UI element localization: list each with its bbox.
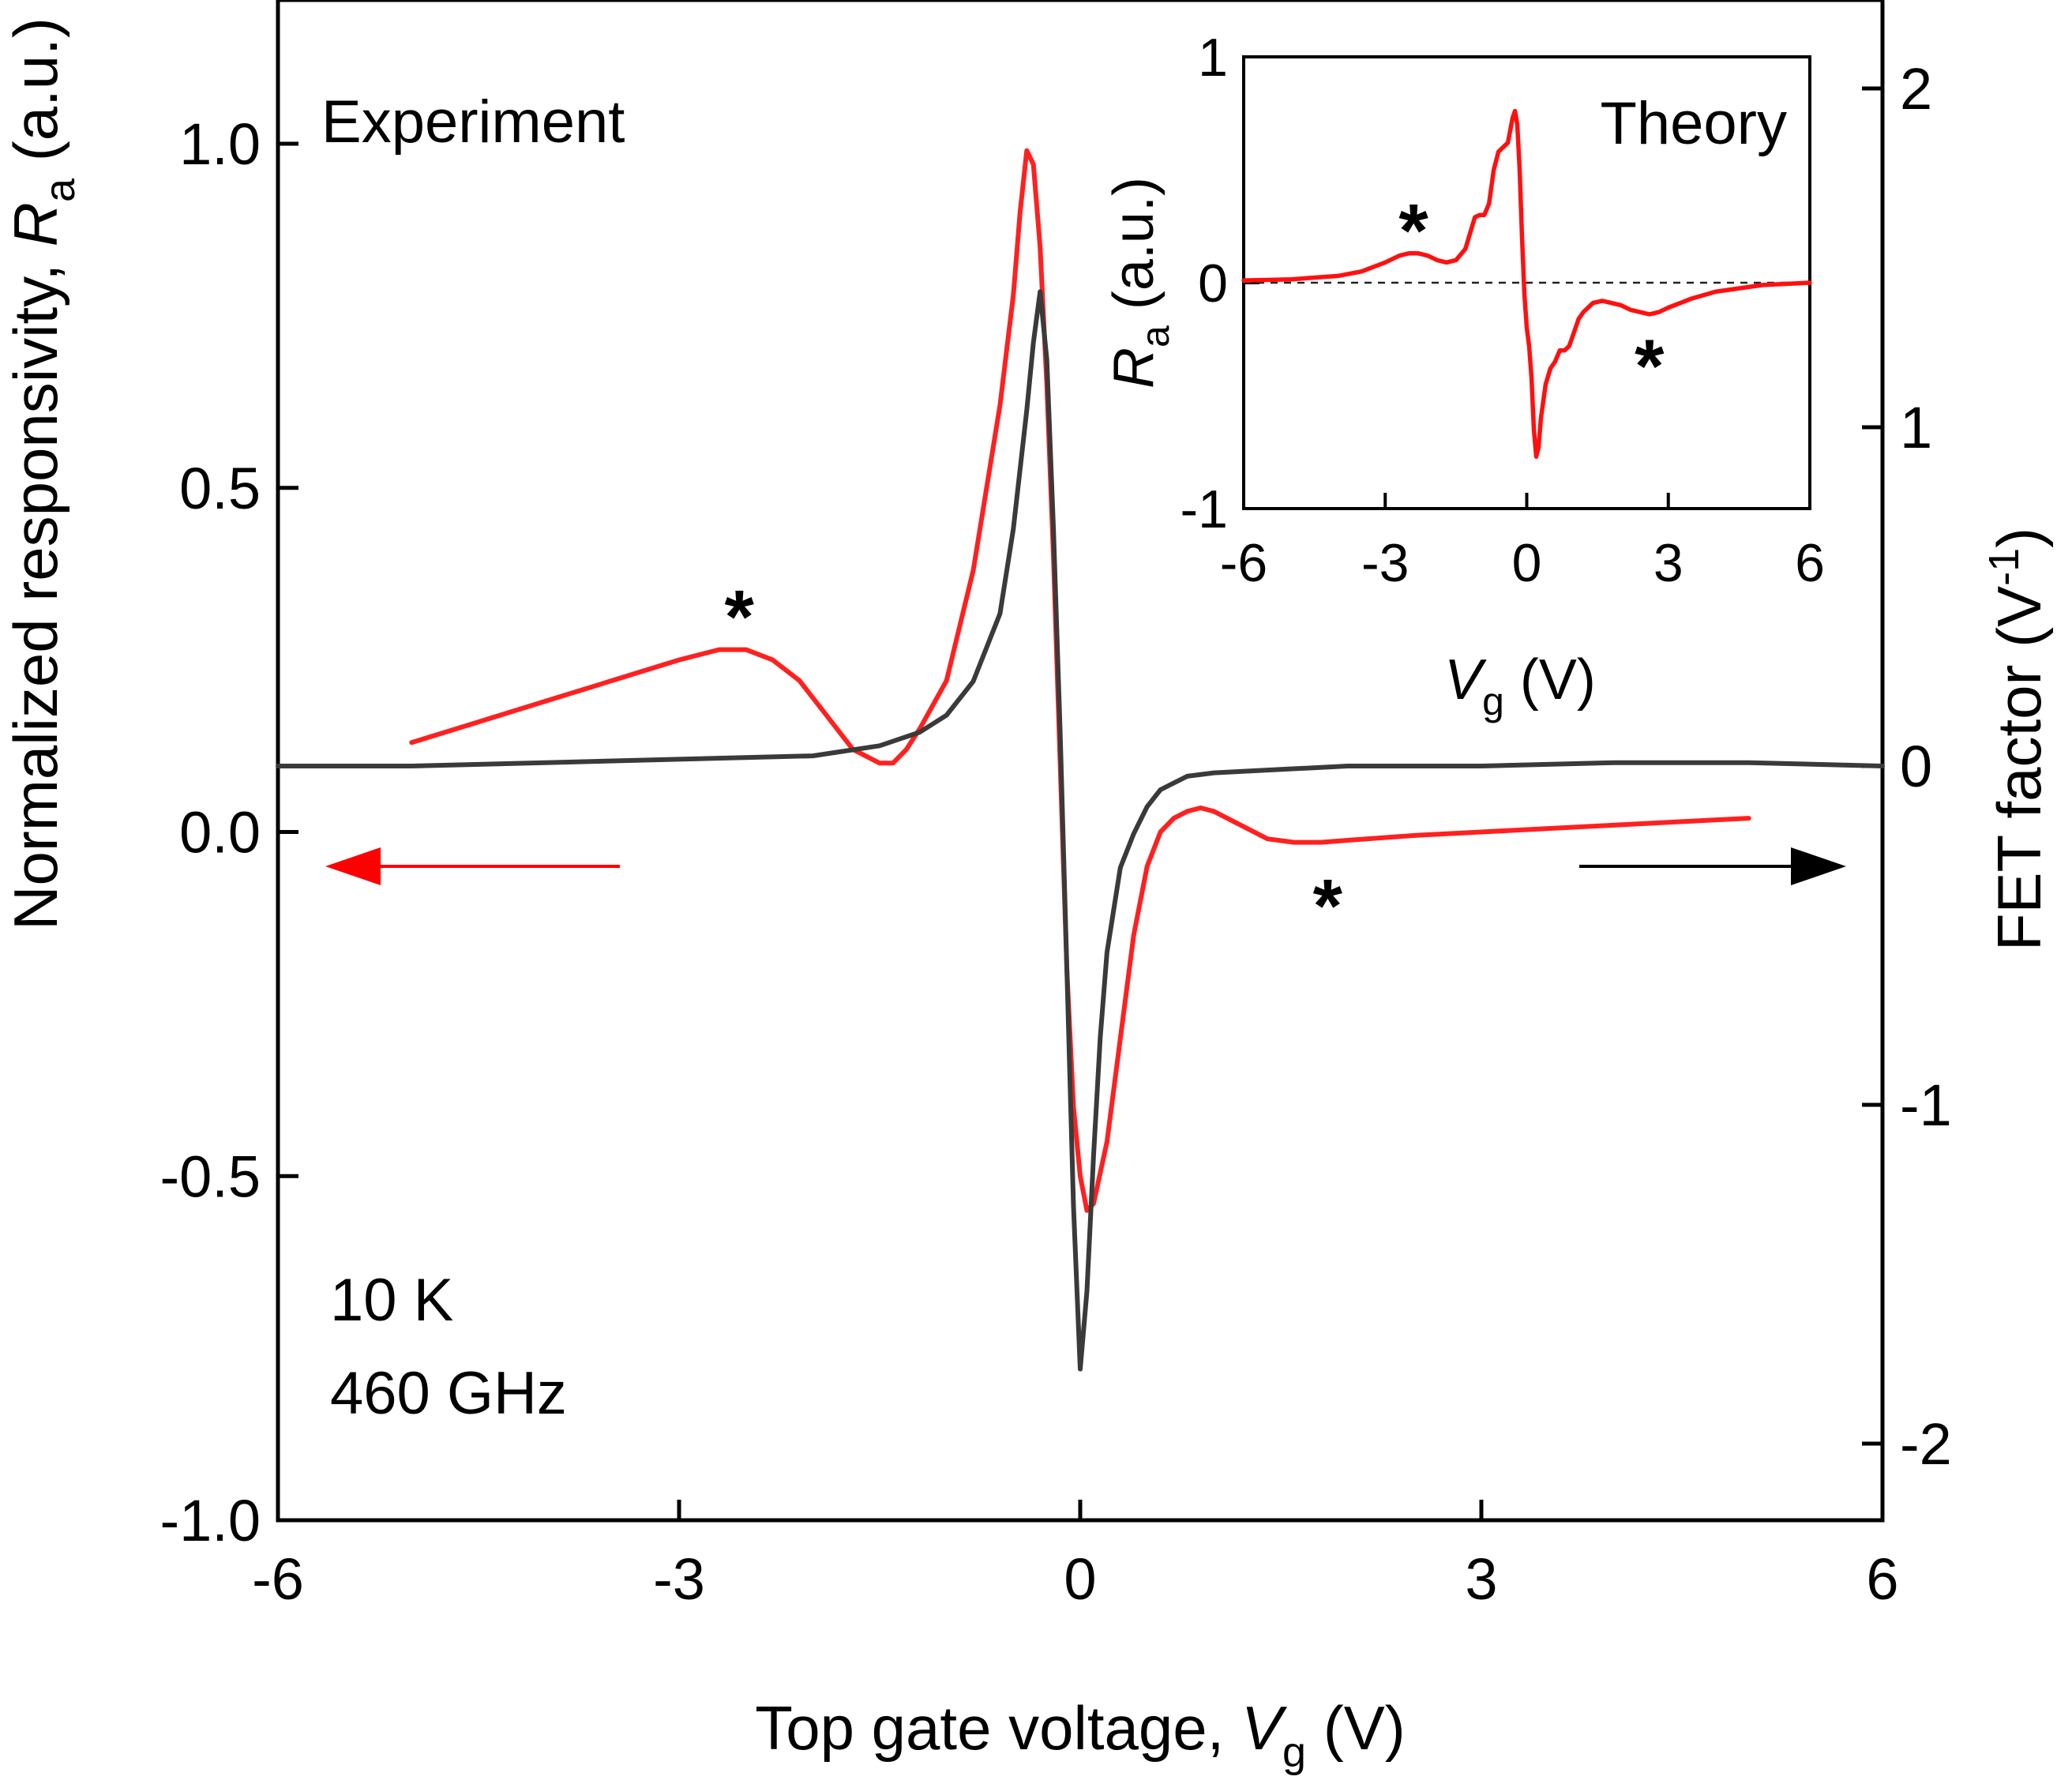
main-stars: **	[725, 575, 1343, 948]
right-y-axis: -2 -1 0 1 2	[1862, 56, 1952, 1477]
x-tick-label: 3	[1465, 1546, 1497, 1612]
left-y-axis-title-suffix: (a.u.)	[1, 17, 70, 178]
inset-series	[1241, 108, 1812, 459]
inset-y-axis-title-sub: a	[1133, 325, 1177, 347]
inset-y-tick-label: 1	[1198, 28, 1228, 88]
left-axis-arrow	[325, 847, 620, 885]
right-axis-arrowhead	[1791, 847, 1846, 885]
x-tick-label: 0	[1064, 1546, 1096, 1612]
right-y-axis-title-suffix: )	[1984, 528, 2054, 548]
x-axis: -6 -3 0 3 6	[252, 1500, 1899, 1612]
main-series	[276, 148, 1885, 1372]
left-y-axis-title-sub: a	[36, 178, 84, 202]
x-tick-label: -3	[653, 1546, 705, 1612]
inset-peak-marker-star: *	[1398, 189, 1428, 273]
inset-stars: **	[1398, 189, 1665, 409]
temperature-label: 10 K	[330, 1267, 453, 1334]
inset-x-tick-label: 3	[1653, 533, 1684, 593]
inset-x-tick-label: -3	[1361, 533, 1409, 593]
inset-x-axis-title-suffix: (V)	[1504, 648, 1596, 712]
left-y-tick-label: -1.0	[160, 1488, 261, 1553]
inset-y-axis-title: Ra (a.u.)	[1102, 177, 1177, 389]
x-tick-label: -6	[252, 1546, 304, 1612]
left-y-axis-title-prefix: Normalized responsivity,	[1, 246, 70, 930]
inset-x-axis-title-sub: g	[1482, 679, 1504, 723]
left-y-axis-title: Normalized responsivity, Ra (a.u.)	[1, 17, 84, 930]
x-axis-title-var: V	[1241, 1693, 1288, 1763]
left-y-tick-label: 0.0	[179, 800, 261, 866]
left-y-axis-title-var: R	[1, 202, 70, 246]
inset-x-axis: -6 -3 0 3 6	[1220, 493, 1825, 593]
inset-y-axis: -1 0 1	[1181, 28, 1259, 539]
inset-title: Theory	[1600, 90, 1787, 157]
right-y-tick-label: 2	[1900, 56, 1932, 122]
left-y-tick-label: 0.5	[179, 456, 261, 521]
inset-x-tick-label: 6	[1795, 533, 1825, 593]
left-y-tick-label: 1.0	[179, 111, 261, 177]
inset-y-axis-title-var: R	[1102, 347, 1166, 389]
experiment-label: Experiment	[321, 88, 625, 156]
inset-x-axis-title-var: V	[1444, 648, 1487, 712]
frequency-label: 460 GHz	[330, 1360, 567, 1427]
inset-y-axis-title-suffix: (a.u.)	[1102, 177, 1166, 325]
right-y-axis-title-prefix: FET factor (V	[1984, 586, 2054, 951]
right-y-tick-label: -1	[1900, 1072, 1952, 1138]
x-axis-title-suffix: (V)	[1306, 1693, 1406, 1763]
fet-factor-line	[276, 289, 1885, 1372]
inset-y-tick-label: -1	[1181, 479, 1228, 539]
right-y-tick-label: 0	[1900, 734, 1932, 799]
inset-plot: -101 -6 -3 0 3 6 Theory ** Vg (V) Ra (a.u.)	[1102, 28, 1825, 723]
inset-x-axis-title: Vg (V)	[1444, 648, 1596, 723]
x-axis-title-prefix: Top gate voltage,	[755, 1693, 1241, 1763]
inset-x-tick-label: -6	[1220, 533, 1267, 593]
left-y-axis: -1.0 -0.5 0.0 0.5 1.0	[160, 111, 298, 1553]
x-axis-title-sub: g	[1282, 1729, 1306, 1776]
peak-marker-star: *	[1313, 864, 1343, 948]
inset-y-tick-label: 0	[1198, 254, 1228, 314]
right-axis-arrow	[1579, 847, 1846, 885]
x-axis-title: Top gate voltage, Vg (V)	[755, 1693, 1406, 1776]
right-y-tick-label: -2	[1900, 1411, 1952, 1477]
inset-x-tick-label: 0	[1512, 533, 1542, 593]
right-y-axis-title: FET factor (V-1)	[1980, 528, 2054, 951]
right-y-axis-title-sup: -1	[1980, 548, 2028, 586]
left-axis-arrowhead	[325, 847, 381, 885]
left-y-tick-label: -0.5	[160, 1144, 261, 1209]
right-y-tick-label: 1	[1900, 395, 1932, 460]
theory-responsivity-line	[1241, 108, 1812, 459]
x-tick-label: 6	[1866, 1546, 1898, 1612]
peak-marker-star: *	[725, 575, 755, 659]
inset-peak-marker-star: *	[1635, 324, 1665, 408]
